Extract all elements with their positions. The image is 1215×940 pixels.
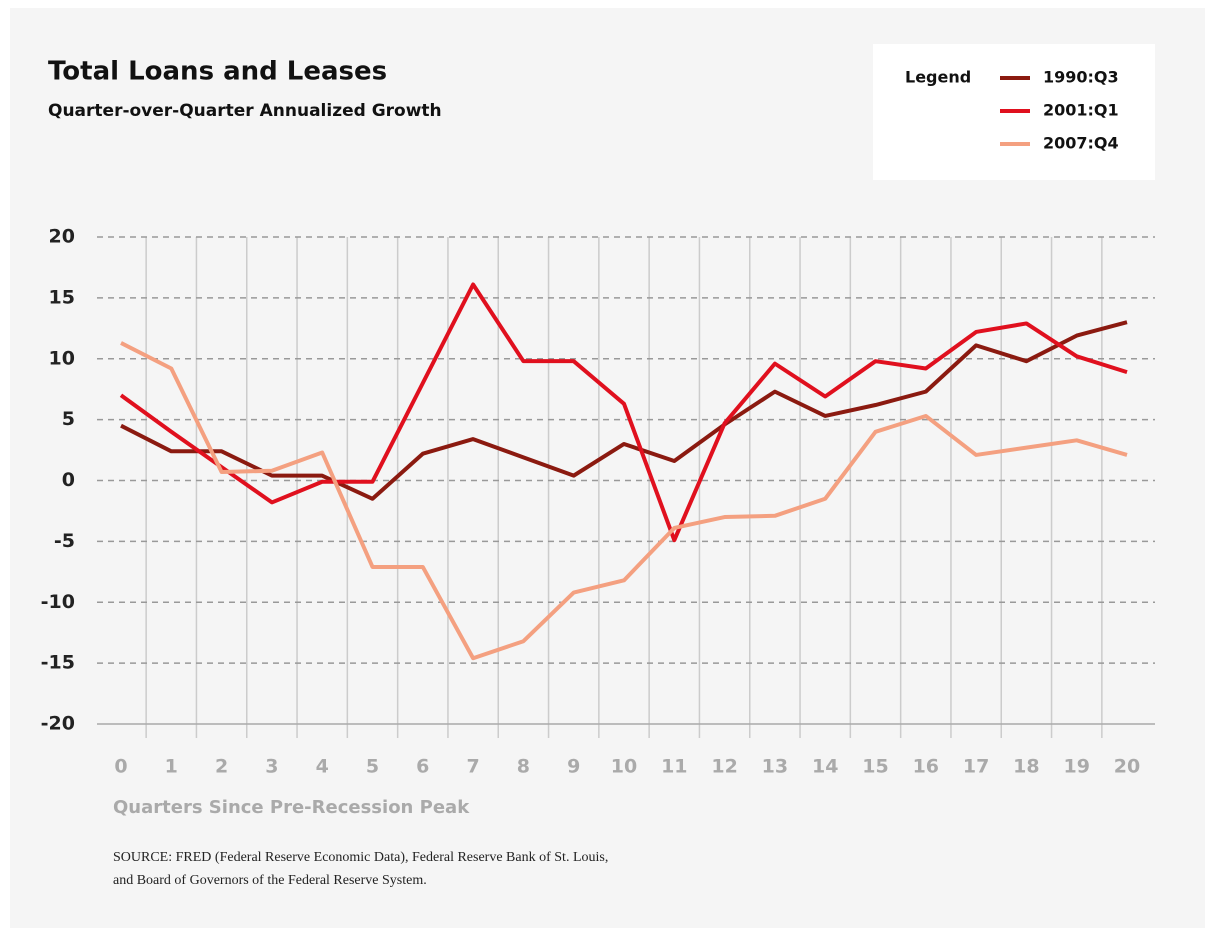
series-line [120,320,1128,501]
x-tick-label: 17 [963,756,989,778]
y-tick-label: 20 [49,226,75,248]
y-tick-label: -10 [41,591,75,613]
legend-title: Legend [905,68,971,87]
y-tick-label: -20 [41,713,75,735]
x-tick-label: 8 [517,756,530,778]
series-line [120,341,1128,661]
x-tick-label: 4 [316,756,329,778]
legend-label: 2001:Q1 [1043,101,1119,120]
x-tick-label: 0 [114,756,127,778]
y-tick-label: 10 [49,347,75,369]
series-line [119,282,1128,543]
x-tick-label: 2 [215,756,228,778]
y-tick-label: 15 [49,286,75,308]
x-tick-label: 14 [812,756,838,778]
x-tick-label: 9 [567,756,580,778]
source: SOURCE: FRED (Federal Reserve Economic D… [113,850,608,865]
x-tick-label: 16 [913,756,939,778]
y-tick-label: -15 [41,652,75,674]
x-tick-label: 13 [762,756,788,778]
x-tick-label: 7 [466,756,479,778]
x-tick-label: 3 [265,756,278,778]
x-tick-label: 11 [661,756,687,778]
x-tick-label: 18 [1013,756,1039,778]
x-tick-label: 12 [711,756,737,778]
x-tick-label: 20 [1114,756,1140,778]
x-axis-label: Quarters Since Pre-Recession Peak [113,797,470,818]
x-tick-label: 15 [862,756,888,778]
x-tick-label: 1 [165,756,178,778]
x-tick-label: 6 [416,756,429,778]
legend-label: 2007:Q4 [1043,134,1119,153]
y-tick-label: -5 [54,530,75,552]
source: and Board of Governors of the Federal Re… [113,873,427,888]
y-tick-label: 5 [62,408,75,430]
x-tick-label: 5 [366,756,379,778]
chart-subtitle: Quarter-over-Quarter Annualized Growth [48,101,442,121]
y-tick-label: 0 [62,469,75,491]
x-tick-label: 19 [1063,756,1089,778]
x-tick-label: 10 [611,756,637,778]
legend-label: 1990:Q3 [1043,68,1119,87]
chart-title: Total Loans and Leases [48,57,387,87]
